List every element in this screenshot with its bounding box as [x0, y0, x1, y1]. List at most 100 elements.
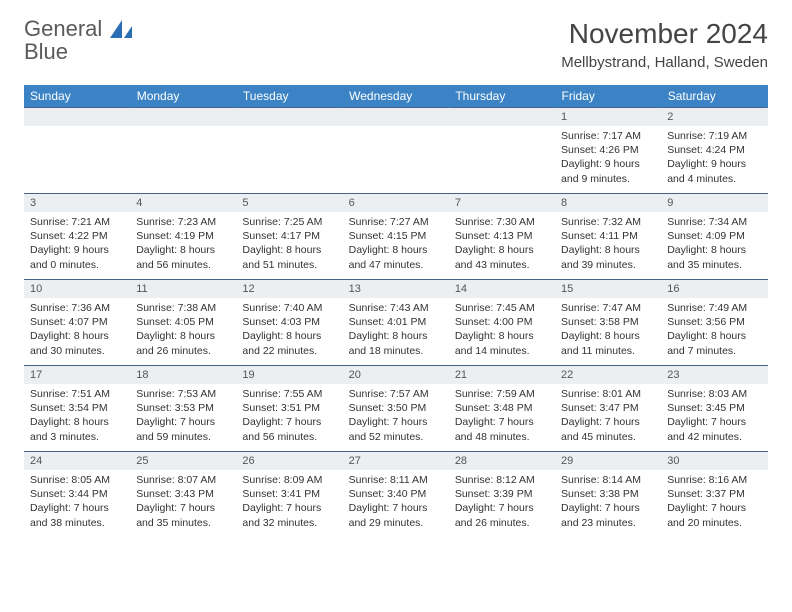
sunrise-line: Sunrise: 7:59 AM — [455, 387, 549, 401]
day-body: Sunrise: 7:34 AMSunset: 4:09 PMDaylight:… — [661, 212, 767, 276]
daylight-line: Daylight: 7 hours and 38 minutes. — [30, 501, 124, 529]
sunset-line: Sunset: 3:56 PM — [667, 315, 761, 329]
daylight-line: Daylight: 8 hours and 56 minutes. — [136, 243, 230, 271]
day-body: Sunrise: 7:17 AMSunset: 4:26 PMDaylight:… — [555, 126, 661, 190]
day-number: 16 — [661, 280, 767, 298]
day-header: Monday — [130, 85, 236, 108]
month-title: November 2024 — [561, 18, 768, 50]
daylight-line: Daylight: 7 hours and 59 minutes. — [136, 415, 230, 443]
day-body: Sunrise: 7:19 AMSunset: 4:24 PMDaylight:… — [661, 126, 767, 190]
calendar-cell: 29Sunrise: 8:14 AMSunset: 3:38 PMDayligh… — [555, 452, 661, 538]
sunset-line: Sunset: 3:47 PM — [561, 401, 655, 415]
day-body: Sunrise: 7:59 AMSunset: 3:48 PMDaylight:… — [449, 384, 555, 448]
daylight-line: Daylight: 8 hours and 26 minutes. — [136, 329, 230, 357]
calendar-cell: 24Sunrise: 8:05 AMSunset: 3:44 PMDayligh… — [24, 452, 130, 538]
calendar-week-row: 3Sunrise: 7:21 AMSunset: 4:22 PMDaylight… — [24, 194, 768, 280]
calendar-cell: 18Sunrise: 7:53 AMSunset: 3:53 PMDayligh… — [130, 366, 236, 452]
day-number-empty — [449, 108, 555, 126]
day-body: Sunrise: 7:49 AMSunset: 3:56 PMDaylight:… — [661, 298, 767, 362]
day-number: 20 — [343, 366, 449, 384]
sunset-line: Sunset: 3:45 PM — [667, 401, 761, 415]
daylight-line: Daylight: 8 hours and 47 minutes. — [349, 243, 443, 271]
sunset-line: Sunset: 4:26 PM — [561, 143, 655, 157]
daylight-line: Daylight: 7 hours and 29 minutes. — [349, 501, 443, 529]
sunrise-line: Sunrise: 7:49 AM — [667, 301, 761, 315]
day-body: Sunrise: 7:25 AMSunset: 4:17 PMDaylight:… — [236, 212, 342, 276]
sunrise-line: Sunrise: 7:53 AM — [136, 387, 230, 401]
calendar-cell — [343, 108, 449, 194]
sunrise-line: Sunrise: 7:43 AM — [349, 301, 443, 315]
calendar-cell: 26Sunrise: 8:09 AMSunset: 3:41 PMDayligh… — [236, 452, 342, 538]
day-number: 19 — [236, 366, 342, 384]
day-number: 11 — [130, 280, 236, 298]
sunrise-line: Sunrise: 7:45 AM — [455, 301, 549, 315]
page-header: General Blue November 2024 Mellbystrand,… — [24, 18, 768, 71]
day-body: Sunrise: 8:07 AMSunset: 3:43 PMDaylight:… — [130, 470, 236, 534]
sunrise-line: Sunrise: 7:17 AM — [561, 129, 655, 143]
calendar-thead: SundayMondayTuesdayWednesdayThursdayFrid… — [24, 85, 768, 108]
calendar-cell: 9Sunrise: 7:34 AMSunset: 4:09 PMDaylight… — [661, 194, 767, 280]
calendar-cell: 4Sunrise: 7:23 AMSunset: 4:19 PMDaylight… — [130, 194, 236, 280]
sail-icon — [108, 18, 134, 49]
daylight-line: Daylight: 8 hours and 11 minutes. — [561, 329, 655, 357]
calendar-cell: 22Sunrise: 8:01 AMSunset: 3:47 PMDayligh… — [555, 366, 661, 452]
daylight-line: Daylight: 7 hours and 45 minutes. — [561, 415, 655, 443]
location-text: Mellbystrand, Halland, Sweden — [561, 54, 768, 71]
day-number: 24 — [24, 452, 130, 470]
day-header: Sunday — [24, 85, 130, 108]
sunset-line: Sunset: 4:11 PM — [561, 229, 655, 243]
daylight-line: Daylight: 8 hours and 7 minutes. — [667, 329, 761, 357]
day-number: 1 — [555, 108, 661, 126]
sunset-line: Sunset: 3:37 PM — [667, 487, 761, 501]
sunrise-line: Sunrise: 8:11 AM — [349, 473, 443, 487]
sunset-line: Sunset: 4:22 PM — [30, 229, 124, 243]
calendar-cell — [236, 108, 342, 194]
calendar-cell: 6Sunrise: 7:27 AMSunset: 4:15 PMDaylight… — [343, 194, 449, 280]
calendar-week-row: 1Sunrise: 7:17 AMSunset: 4:26 PMDaylight… — [24, 108, 768, 194]
calendar-cell: 28Sunrise: 8:12 AMSunset: 3:39 PMDayligh… — [449, 452, 555, 538]
sunset-line: Sunset: 4:24 PM — [667, 143, 761, 157]
calendar-cell: 10Sunrise: 7:36 AMSunset: 4:07 PMDayligh… — [24, 280, 130, 366]
daylight-line: Daylight: 8 hours and 30 minutes. — [30, 329, 124, 357]
day-body: Sunrise: 7:38 AMSunset: 4:05 PMDaylight:… — [130, 298, 236, 362]
calendar-cell: 17Sunrise: 7:51 AMSunset: 3:54 PMDayligh… — [24, 366, 130, 452]
day-number-empty — [343, 108, 449, 126]
day-body: Sunrise: 8:14 AMSunset: 3:38 PMDaylight:… — [555, 470, 661, 534]
day-body: Sunrise: 7:57 AMSunset: 3:50 PMDaylight:… — [343, 384, 449, 448]
header-right: November 2024 Mellbystrand, Halland, Swe… — [561, 18, 768, 71]
sunrise-line: Sunrise: 8:07 AM — [136, 473, 230, 487]
day-number: 6 — [343, 194, 449, 212]
daylight-line: Daylight: 9 hours and 9 minutes. — [561, 157, 655, 185]
calendar-table: SundayMondayTuesdayWednesdayThursdayFrid… — [24, 85, 768, 538]
calendar-cell: 15Sunrise: 7:47 AMSunset: 3:58 PMDayligh… — [555, 280, 661, 366]
sunrise-line: Sunrise: 7:57 AM — [349, 387, 443, 401]
calendar-cell: 16Sunrise: 7:49 AMSunset: 3:56 PMDayligh… — [661, 280, 767, 366]
calendar-cell: 8Sunrise: 7:32 AMSunset: 4:11 PMDaylight… — [555, 194, 661, 280]
calendar-cell: 21Sunrise: 7:59 AMSunset: 3:48 PMDayligh… — [449, 366, 555, 452]
calendar-cell — [130, 108, 236, 194]
day-body: Sunrise: 8:01 AMSunset: 3:47 PMDaylight:… — [555, 384, 661, 448]
sunrise-line: Sunrise: 7:32 AM — [561, 215, 655, 229]
day-body: Sunrise: 7:36 AMSunset: 4:07 PMDaylight:… — [24, 298, 130, 362]
day-body: Sunrise: 8:05 AMSunset: 3:44 PMDaylight:… — [24, 470, 130, 534]
sunset-line: Sunset: 3:39 PM — [455, 487, 549, 501]
day-number: 7 — [449, 194, 555, 212]
day-number: 14 — [449, 280, 555, 298]
day-number: 27 — [343, 452, 449, 470]
day-body: Sunrise: 8:11 AMSunset: 3:40 PMDaylight:… — [343, 470, 449, 534]
calendar-cell — [449, 108, 555, 194]
daylight-line: Daylight: 8 hours and 18 minutes. — [349, 329, 443, 357]
sunset-line: Sunset: 4:09 PM — [667, 229, 761, 243]
sunrise-line: Sunrise: 7:30 AM — [455, 215, 549, 229]
sunset-line: Sunset: 3:53 PM — [136, 401, 230, 415]
calendar-cell: 12Sunrise: 7:40 AMSunset: 4:03 PMDayligh… — [236, 280, 342, 366]
brand-logo: General Blue — [24, 18, 134, 64]
sunrise-line: Sunrise: 7:21 AM — [30, 215, 124, 229]
sunset-line: Sunset: 4:03 PM — [242, 315, 336, 329]
daylight-line: Daylight: 7 hours and 26 minutes. — [455, 501, 549, 529]
sunset-line: Sunset: 3:54 PM — [30, 401, 124, 415]
calendar-cell: 5Sunrise: 7:25 AMSunset: 4:17 PMDaylight… — [236, 194, 342, 280]
day-number: 21 — [449, 366, 555, 384]
day-body: Sunrise: 7:47 AMSunset: 3:58 PMDaylight:… — [555, 298, 661, 362]
daylight-line: Daylight: 9 hours and 4 minutes. — [667, 157, 761, 185]
